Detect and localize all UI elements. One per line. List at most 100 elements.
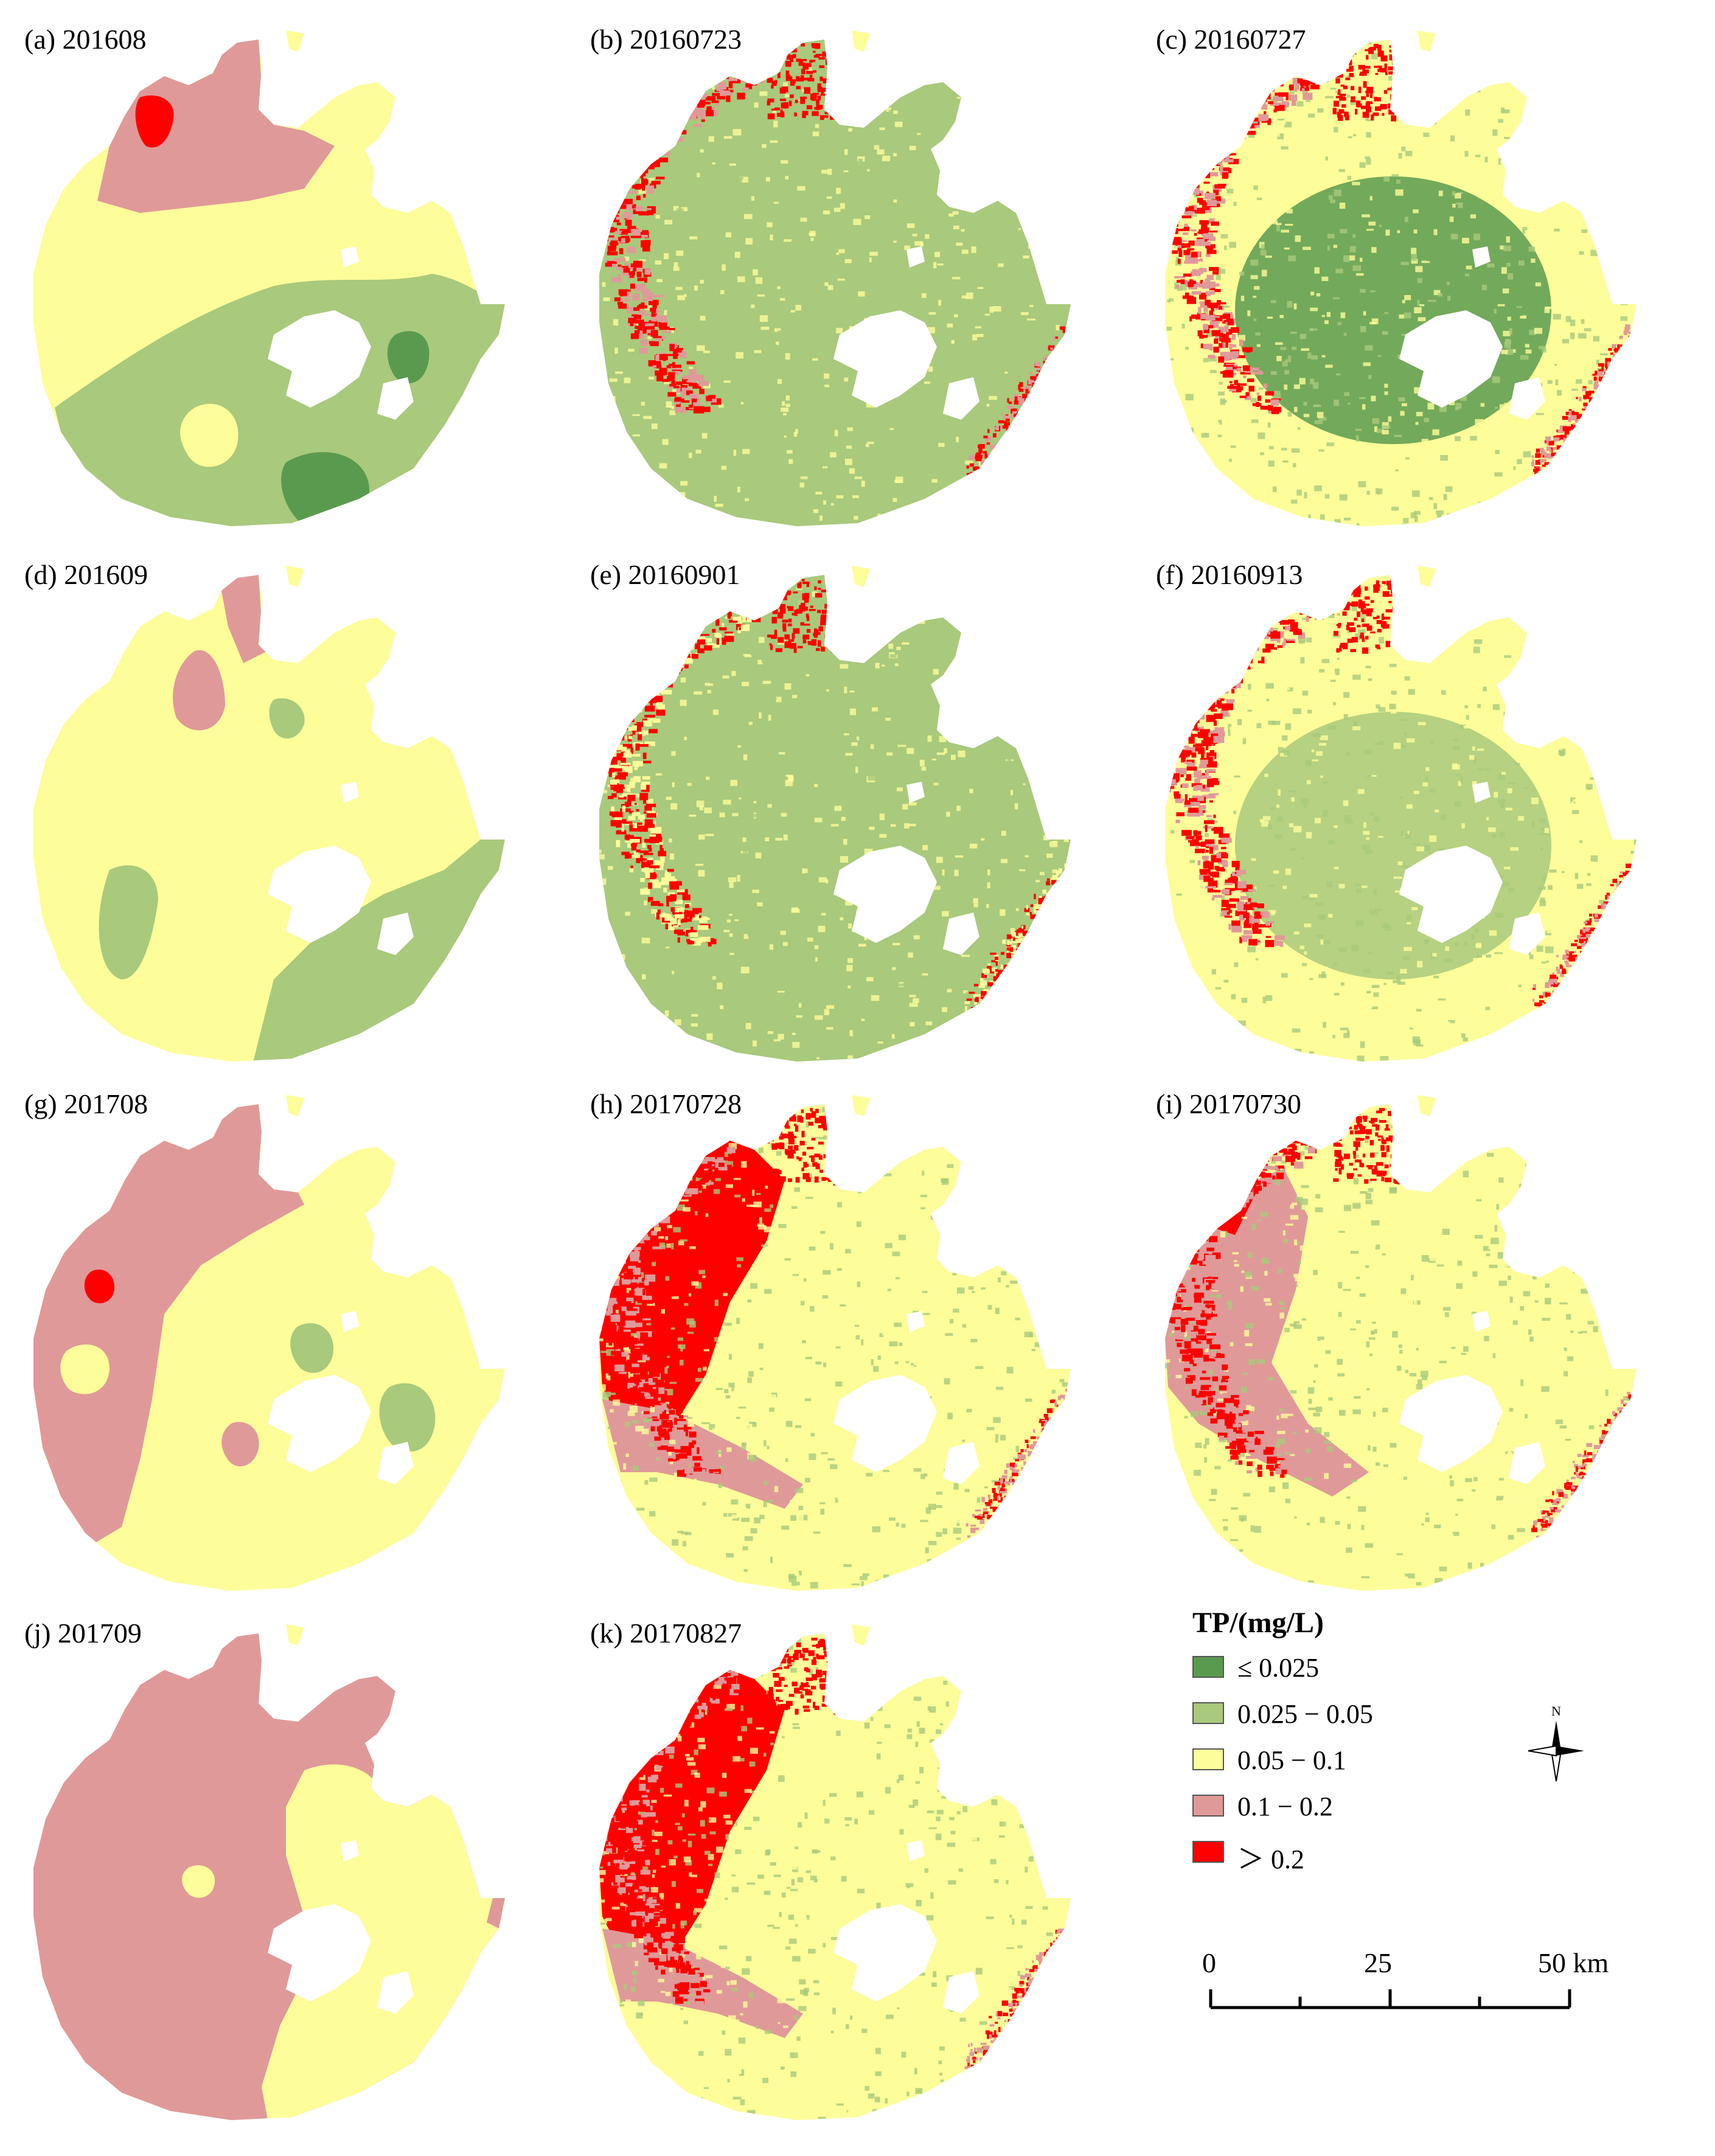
tp-pixel [897,983,904,987]
tp-pixel [942,386,947,392]
tp-pixel [622,212,633,218]
tp-pixel [965,461,973,465]
tp-pixel [620,238,625,243]
tp-pixel [642,753,647,759]
tp-pixel [1384,63,1387,68]
tp-pixel [651,159,660,166]
tp-pixel [1165,494,1172,501]
tp-pixel [815,738,818,743]
tp-zone [669,712,986,979]
tp-pixel [946,812,950,817]
tp-pixel [913,210,922,217]
tp-pixel [1004,686,1011,690]
tp-pixel [1024,855,1029,858]
tp-pixel [627,843,634,848]
tp-pixel [628,816,636,821]
tp-pixel [1620,344,1623,347]
tp-pixel [677,295,685,301]
tp-pixel [989,306,994,313]
tp-pixel [1409,116,1414,121]
tp-pixel [614,297,621,302]
tp-pixel [793,981,798,986]
tp-pixel [647,860,653,865]
tp-pixel [864,849,873,855]
tp-pixel [834,805,842,811]
tp-pixel [1345,524,1349,526]
tp-pixel [885,622,888,624]
tp-pixel [686,361,695,365]
tp-pixel [700,149,704,153]
tp-pixel [1518,516,1522,519]
tp-pixel [951,754,956,760]
tp-pixel [846,613,850,619]
tp-pixel [715,504,723,507]
tp-pixel [608,729,617,734]
tp-pixel [760,76,764,84]
tp-pixel [634,393,642,396]
tp-pixel [659,271,663,277]
tp-pixel [1256,344,1261,347]
tp-pixel [1034,894,1036,900]
tp-pixel [976,333,984,338]
tp-pixel [766,651,771,655]
tp-pixel [786,450,793,454]
tp-pixel [616,708,620,714]
tp-pixel [645,105,653,111]
tp-pixel [1511,418,1517,425]
tp-pixel [957,513,964,516]
tp-pixel [680,1046,684,1050]
tp-pixel [1051,948,1060,955]
tp-pixel [742,87,750,91]
tp-pixel [639,1034,644,1039]
tp-pixel [748,494,754,499]
tp-pixel [1295,486,1303,492]
tp-pixel [599,854,605,860]
tp-pixel [973,984,979,987]
tp-pixel [770,644,773,650]
tp-pixel [712,1063,720,1069]
tp-pixel [994,641,1000,648]
tp-pixel [1542,464,1546,467]
tp-pixel [1465,109,1470,116]
tp-pixel [680,103,685,108]
tp-pixel [1374,426,1378,433]
tp-pixel [934,495,940,499]
tp-pixel [795,305,802,311]
tp-pixel [1417,300,1420,306]
tp-pixel [690,938,700,941]
tp-pixel [1225,85,1228,90]
tp-pixel [1365,49,1371,52]
tp-pixel [689,405,693,408]
tp-pixel [1236,367,1242,372]
tp-pixel [1073,598,1079,603]
tp-pixel [951,836,956,838]
tp-pixel [1208,355,1216,359]
tp-pixel [1581,287,1585,292]
tp-pixel [621,711,627,715]
tp-pixel [631,725,637,731]
tp-pixel [686,822,692,829]
tp-pixel [1231,144,1239,148]
tp-pixel [616,266,626,270]
tp-pixel [1535,179,1540,182]
tp-pixel [744,694,749,700]
tp-pixel [1074,932,1082,936]
tp-pixel [1320,775,1323,778]
tp-pixel [1345,52,1352,57]
tp-pixel [695,643,700,650]
tp-pixel [1212,482,1218,489]
tp-pixel [615,723,621,728]
tp-pixel [641,150,650,155]
tp-pixel [1079,819,1086,821]
tp-pixel [680,351,687,358]
tp-pixel [700,627,703,631]
tp-pixel [1209,161,1217,167]
tp-pixel [647,178,655,184]
tp-pixel [607,499,611,505]
tp-pixel [972,633,979,640]
tp-pixel [1221,973,1229,978]
tp-pixel [742,449,750,454]
tp-pixel [725,176,734,180]
tp-pixel [826,879,829,884]
tp-pixel [1275,834,1283,839]
